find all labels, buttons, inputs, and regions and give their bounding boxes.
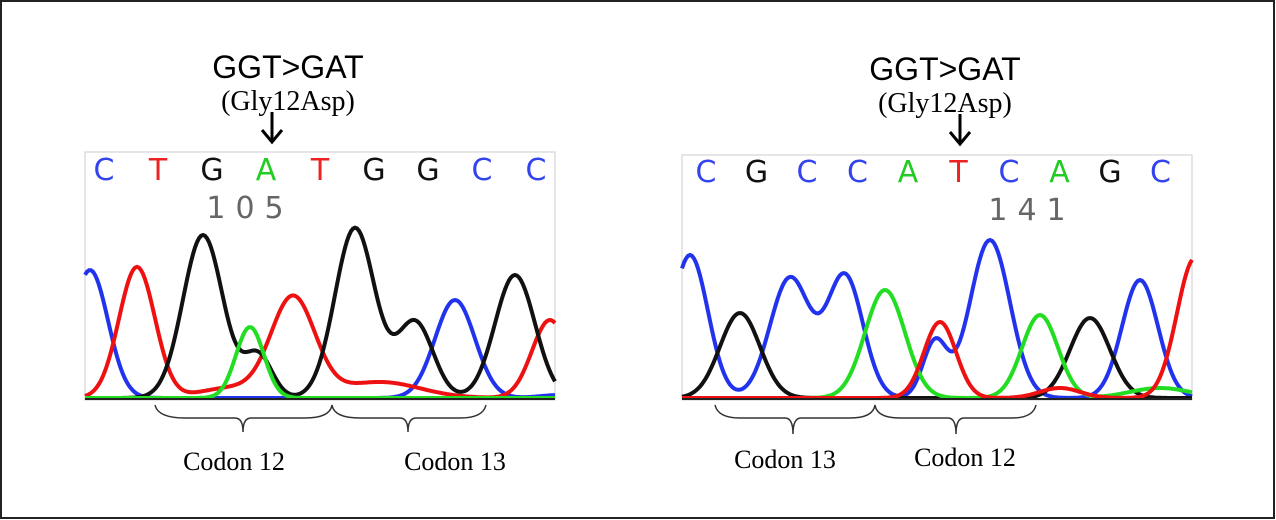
- base-call: C: [999, 155, 1020, 190]
- base-call: T: [148, 153, 168, 188]
- base-call: C: [797, 155, 818, 190]
- codon-label: Codon 12: [914, 443, 1016, 472]
- base-call: G: [1098, 155, 1121, 190]
- base-call: C: [472, 153, 493, 188]
- base-call: C: [696, 155, 717, 190]
- position: 141: [988, 193, 1075, 228]
- codon-label: Codon 12: [183, 447, 285, 476]
- mutation: GGT>GAT: [212, 49, 363, 85]
- base-call: G: [416, 153, 439, 188]
- base-call: G: [362, 153, 385, 188]
- protein-change: (Gly12Asp): [221, 86, 355, 117]
- base-call: A: [898, 155, 919, 190]
- base-call: A: [256, 153, 277, 188]
- base-call: G: [745, 155, 768, 190]
- base-call: C: [1150, 155, 1171, 190]
- mutation: GGT>GAT: [869, 51, 1020, 87]
- base-call: C: [847, 155, 868, 190]
- base-call: T: [948, 155, 968, 190]
- base-call: T: [310, 153, 330, 188]
- position: 105: [206, 191, 293, 226]
- figure: GGT>GAT (Gly12Asp) 105 Codon 12 Codon 13…: [0, 0, 1276, 520]
- protein-change: (Gly12Asp): [878, 88, 1012, 119]
- base-call: G: [200, 153, 223, 188]
- codon-label: Codon 13: [404, 447, 506, 476]
- codon-label: Codon 13: [734, 445, 836, 474]
- base-call: C: [94, 153, 115, 188]
- base-call: C: [526, 153, 547, 188]
- base-call: A: [1049, 155, 1070, 190]
